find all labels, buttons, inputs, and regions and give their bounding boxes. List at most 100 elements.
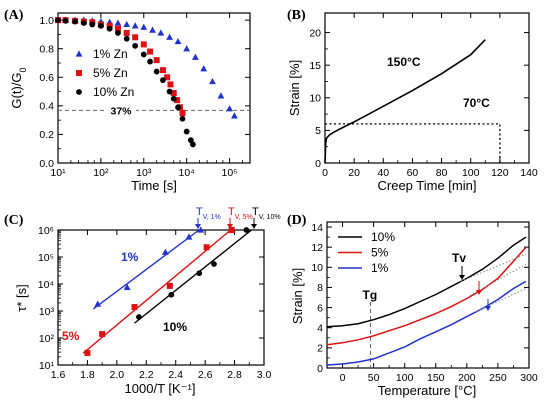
panel-a-x-tick-label: 10⁵ [222, 167, 238, 179]
panel-a: (A) 10¹ 10² 10³ 10⁴ 10⁵ 0.0 0.2 0.4 0.6 0.8 1.0 37% 1… [4, 8, 251, 193]
data-point-1 [162, 248, 169, 255]
legend-label: 5% Zn [93, 66, 128, 80]
legend-marker [75, 50, 83, 57]
panel-a-y-tick-label: 0.2 [39, 129, 54, 141]
annotation-70C: 70°C [463, 96, 490, 110]
data-point-10Zn [72, 18, 78, 25]
panel-d-x-tick-label: 200 [458, 372, 476, 384]
data-point-5Zn [147, 48, 154, 55]
data-point-1Zn [183, 45, 191, 52]
tv-label-subscript: V, 5% [235, 214, 253, 221]
data-point-5Zn [153, 57, 160, 64]
tv-arrow-head [227, 224, 233, 229]
panel-a-y-tick-label: 0.8 [39, 44, 54, 56]
panel-b-letter: (B) [287, 8, 306, 23]
fit-line-10 [134, 229, 252, 324]
data-point-10Zn [62, 17, 69, 24]
data-point-10Zn [132, 42, 139, 49]
data-point-10Zn [153, 68, 160, 75]
panel-c: (C) 1.6 1.8 2.0 2.2 2.4 2.6 2.8 3.0 10¹ 10² 10³ 10⁴ 1… [4, 206, 281, 396]
tv-label-subscript: V, 10% [259, 214, 281, 221]
y-axis-title: Strain [%] [287, 60, 302, 116]
data-point-10 [211, 261, 217, 267]
series-line-150C [324, 39, 486, 164]
data-point-5Zn [164, 74, 171, 81]
data-point-1 [94, 300, 102, 307]
fit-line-5 [82, 229, 232, 354]
data-point-10Zn [170, 95, 177, 102]
data-point-5 [166, 282, 173, 289]
panel-b-y-tick-label: 15 [309, 60, 321, 72]
panel-a-frame [57, 12, 251, 164]
tv-arrow-head [485, 306, 491, 311]
panel-a-y-tick-label: 0.6 [39, 72, 54, 84]
data-point-5Zn [167, 81, 174, 88]
data-point-10 [136, 314, 142, 320]
x-axis-title: Time [s] [131, 178, 177, 193]
tv-arrow-head [251, 224, 257, 229]
panel-d-x-tick-label: 150 [427, 372, 445, 384]
data-point-10Zn [147, 58, 153, 65]
panel-c-x-tick-label: 3.0 [257, 369, 272, 381]
panel-b-x-tick-label: 140 [520, 167, 538, 179]
data-point-5 [84, 349, 91, 356]
panel-c-x-tick-label: 2.6 [198, 369, 213, 381]
extrapolation-line [475, 288, 527, 313]
panel-b-y-tick-label: 0 [315, 158, 321, 170]
y-axis-title: Strain [%] [290, 268, 305, 324]
panel-d-x-tick-label: 300 [520, 372, 538, 384]
panel-b-x-tick-label: 120 [491, 167, 509, 179]
series-line-10 [326, 236, 527, 328]
annotation-tg: Tg [363, 288, 378, 302]
tv-arrow-head [476, 290, 482, 295]
panel-b-x-tick-label: 80 [436, 167, 448, 179]
y-axis-subscript: 0 [18, 67, 28, 72]
tv-label: TV, 1% [196, 206, 221, 221]
panel-b-y-tick-label: 10 [309, 93, 321, 105]
panel-b-x-tick-label: 100 [462, 167, 480, 179]
data-point-5Zn [140, 41, 147, 48]
data-point-5Zn [179, 110, 186, 116]
panel-a-x-tick-label: 10⁴ [179, 167, 195, 179]
legend-label: 10% [371, 230, 395, 244]
legend-label: 1% [371, 261, 389, 275]
data-point-5Zn [114, 25, 121, 32]
data-point-5 [228, 227, 235, 233]
reference-line-label: 37% [110, 105, 132, 117]
y-axis-title: G(t)/G0 [9, 67, 28, 108]
series-line-5 [326, 246, 527, 346]
data-point-1 [185, 233, 193, 240]
data-point-10Zn [106, 25, 113, 32]
panel-d-x-tick-label: 50 [368, 372, 380, 384]
series-label-10: 10% [163, 320, 187, 334]
panel-d-y-tick-label: 6 [317, 302, 323, 314]
data-point-5 [203, 244, 210, 251]
data-point-10Zn [89, 21, 96, 28]
panel-c-x-tick-label: 1.6 [51, 369, 66, 381]
data-point-1Zn [209, 77, 216, 85]
panel-a-letter: (A) [4, 8, 24, 23]
data-point-1Zn [226, 105, 233, 112]
panel-a-x-tick-label: 10¹ [50, 167, 66, 179]
tv-arrow-head [459, 275, 465, 280]
panel-c-y-tick-label: 10⁴ [38, 279, 54, 291]
panel-d-letter: (D) [287, 213, 307, 228]
data-point-1Zn [149, 26, 156, 33]
data-point-10Zn [160, 77, 166, 84]
data-point-10Zn [55, 17, 61, 24]
panel-c-y-tick-label: 10⁵ [38, 252, 54, 264]
data-point-1Zn [131, 22, 139, 29]
panel-b-x-tick-label: 40 [377, 167, 389, 179]
panel-c-y-tick-label: 10⁶ [38, 225, 54, 237]
panel-c-frame [57, 229, 265, 366]
panel-d-y-tick-label: 14 [311, 222, 323, 234]
series-label-1: 1% [121, 250, 139, 264]
series-label-5: 5% [62, 329, 80, 343]
data-point-1Zn [217, 92, 225, 99]
data-point-1Zn [114, 19, 122, 26]
x-axis-title: Creep Time [min] [378, 178, 477, 193]
data-point-10Zn [179, 115, 186, 122]
legend-marker [76, 89, 82, 95]
data-point-1 [123, 283, 131, 290]
legend-marker [76, 70, 82, 76]
